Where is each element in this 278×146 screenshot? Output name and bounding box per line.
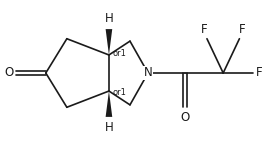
Text: F: F <box>239 23 245 36</box>
Text: F: F <box>201 23 208 36</box>
Text: H: H <box>105 12 113 25</box>
Text: H: H <box>105 121 113 134</box>
Text: or1: or1 <box>113 49 126 58</box>
Text: F: F <box>256 66 263 80</box>
Text: O: O <box>181 111 190 124</box>
Text: O: O <box>4 66 13 80</box>
Text: or1: or1 <box>113 88 126 97</box>
Polygon shape <box>106 29 112 55</box>
Polygon shape <box>106 91 112 117</box>
Text: N: N <box>144 66 152 80</box>
